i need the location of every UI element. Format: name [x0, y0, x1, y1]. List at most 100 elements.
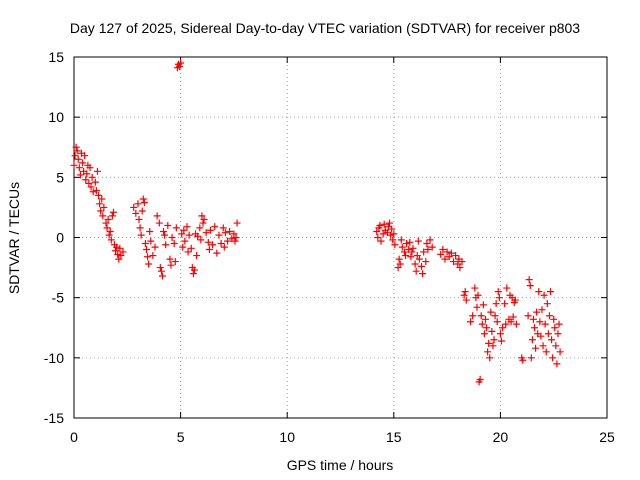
data-point [224, 237, 232, 245]
data-point [539, 342, 547, 350]
data-point [162, 241, 170, 249]
data-point [93, 167, 101, 175]
data-point [406, 238, 414, 246]
data-point [477, 312, 485, 320]
data-point [426, 236, 434, 244]
data-point [387, 231, 395, 239]
data-point [400, 248, 408, 256]
data-point [458, 258, 466, 266]
data-point [85, 179, 93, 187]
data-point [549, 354, 557, 362]
data-point [503, 284, 511, 292]
data-point [91, 178, 99, 186]
y-tick-label: 15 [48, 49, 64, 65]
data-point [495, 294, 503, 302]
data-point [97, 207, 105, 215]
data-point [221, 229, 229, 237]
data-point [540, 291, 548, 299]
data-point [502, 320, 510, 328]
data-point [156, 264, 164, 272]
data-point [71, 152, 79, 160]
data-point [230, 230, 238, 238]
data-point [461, 288, 469, 296]
data-point [147, 237, 155, 245]
data-point [87, 183, 95, 191]
y-tick-label: 5 [56, 169, 64, 185]
data-point [171, 258, 179, 266]
data-point [109, 208, 117, 216]
data-point [98, 195, 106, 203]
data-point [193, 252, 201, 260]
data-point [104, 215, 112, 223]
data-point [478, 320, 486, 328]
data-point [170, 240, 178, 248]
data-point [115, 255, 123, 263]
x-tick-labels: 0 5 10 15 20 25 [70, 429, 615, 445]
data-point [73, 147, 81, 155]
data-point [132, 209, 140, 217]
data-point [76, 171, 84, 179]
data-point [481, 315, 489, 323]
data-point [556, 348, 564, 356]
data-point [187, 244, 195, 252]
data-point [233, 219, 241, 227]
data-point [391, 241, 399, 249]
data-point [157, 267, 165, 275]
data-point [492, 300, 500, 308]
data-point [380, 220, 388, 228]
data-point [397, 236, 405, 244]
data-point [144, 253, 152, 261]
x-tick-label: 10 [279, 429, 295, 445]
data-point [486, 354, 494, 362]
data-point [196, 224, 204, 232]
data-point [209, 241, 217, 249]
data-point [194, 232, 202, 240]
data-point [95, 191, 103, 199]
data-point [532, 344, 540, 352]
data-point [509, 313, 517, 321]
data-point [100, 203, 108, 211]
data-point [145, 260, 153, 268]
data-point [200, 215, 208, 223]
data-point [423, 240, 431, 248]
data-point [487, 308, 495, 316]
data-point [445, 253, 453, 261]
y-tick-label: -5 [52, 290, 65, 306]
data-point [135, 215, 143, 223]
data-points [70, 59, 564, 386]
data-point [189, 270, 197, 278]
grid-lines [74, 57, 607, 418]
data-point [528, 336, 536, 344]
data-point [424, 246, 432, 254]
x-tick-label: 25 [599, 429, 615, 445]
data-point [420, 248, 428, 256]
data-point [488, 327, 496, 335]
data-point [117, 252, 125, 260]
data-point [136, 224, 144, 232]
data-point [467, 318, 475, 326]
data-point [388, 225, 396, 233]
data-point [155, 219, 163, 227]
data-point [226, 227, 234, 235]
data-point [501, 300, 509, 308]
data-point [379, 230, 387, 238]
data-point [202, 229, 210, 237]
data-point [409, 244, 417, 252]
data-point [116, 244, 124, 252]
data-point [130, 203, 138, 211]
data-point [449, 258, 457, 266]
data-point [529, 315, 537, 323]
data-point [198, 212, 206, 220]
data-point [199, 219, 207, 227]
x-tick-label: 15 [386, 429, 402, 445]
data-point [139, 195, 147, 203]
data-point [72, 143, 80, 151]
data-point [395, 255, 403, 263]
data-point [184, 248, 192, 256]
data-point [232, 234, 240, 241]
data-point [533, 308, 541, 316]
data-point [160, 227, 168, 235]
data-point [496, 330, 504, 338]
data-point [536, 318, 544, 326]
